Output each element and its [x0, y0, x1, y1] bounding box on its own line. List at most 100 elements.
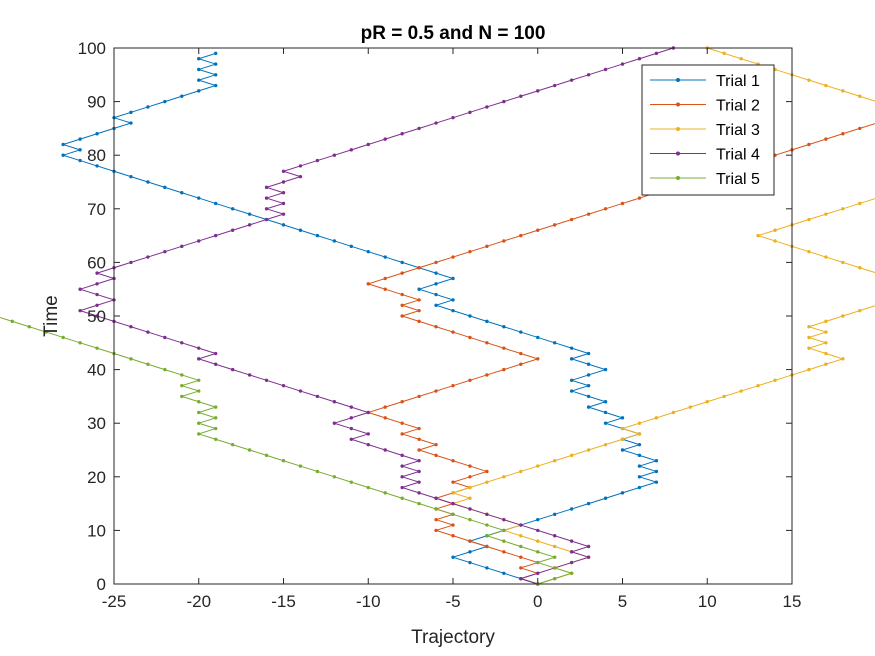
y-tick-label: 70 [87, 200, 106, 219]
data-point [569, 539, 574, 543]
data-point [603, 442, 608, 447]
data-point [586, 555, 591, 559]
data-point [468, 475, 472, 479]
data-point [400, 453, 404, 458]
data-point [569, 453, 574, 458]
data-point [637, 475, 642, 479]
data-point [214, 405, 218, 409]
data-point [214, 426, 218, 431]
data-point [197, 196, 201, 200]
data-point [637, 196, 642, 200]
data-point [841, 89, 845, 93]
data-point [807, 78, 811, 82]
data-point [180, 394, 184, 399]
data-point [620, 437, 625, 441]
data-point [586, 362, 591, 366]
y-tick-label: 50 [87, 307, 106, 326]
data-point [78, 158, 82, 163]
data-point [603, 496, 608, 500]
data-point [230, 207, 235, 211]
data-point [95, 164, 99, 168]
data-point [451, 491, 455, 495]
data-point [519, 351, 523, 356]
data-point [434, 496, 438, 500]
data-point [519, 544, 523, 549]
data-point [536, 539, 540, 543]
data-point [434, 528, 438, 533]
legend-label: Trial 2 [716, 98, 760, 115]
data-point [451, 276, 455, 281]
data-point [586, 212, 591, 216]
data-point [400, 485, 404, 490]
data-point [502, 539, 506, 543]
data-point [146, 180, 150, 184]
data-point [756, 383, 760, 388]
y-axis-label: Time [41, 295, 62, 337]
data-point [485, 319, 489, 324]
data-point [247, 448, 252, 452]
data-point [451, 383, 455, 388]
series-trial-4 [78, 46, 676, 586]
data-point [332, 400, 337, 404]
data-point [620, 426, 625, 431]
data-point [569, 357, 574, 361]
data-point [824, 341, 828, 345]
data-point [586, 405, 591, 409]
legend-entry: Trial 3 [650, 122, 760, 139]
data-point [61, 142, 65, 147]
x-tick-label: -5 [445, 592, 460, 611]
data-point [264, 217, 269, 222]
data-point [78, 287, 82, 291]
data-point [197, 67, 201, 72]
x-tick-label: 0 [533, 592, 542, 611]
data-point [264, 207, 269, 211]
data-point [620, 448, 625, 452]
chart-title: pR = 0.5 and N = 100 [361, 23, 546, 44]
series-line [61, 52, 659, 585]
x-tick-label: 10 [698, 592, 717, 611]
data-point [197, 389, 201, 393]
data-point [146, 105, 150, 109]
data-point [434, 517, 438, 522]
data-point [281, 459, 286, 463]
data-point [654, 469, 659, 474]
data-point [451, 255, 455, 259]
data-point [451, 523, 455, 527]
data-point [451, 555, 455, 559]
data-point [637, 421, 642, 425]
data-point [197, 57, 201, 61]
data-point [264, 196, 269, 200]
legend-marker [676, 151, 680, 156]
data-point [95, 346, 99, 350]
data-point [569, 389, 574, 393]
data-point [536, 228, 540, 232]
data-point [502, 239, 506, 243]
data-point [519, 555, 523, 559]
data-point [536, 89, 540, 93]
data-point [586, 351, 591, 356]
data-point [586, 544, 591, 549]
data-point [332, 239, 337, 243]
legend: Trial 1 Trial 2 Trial 3 Trial 4 Trial 5 [641, 64, 775, 196]
data-point [180, 191, 184, 195]
x-tick-label: 15 [783, 592, 802, 611]
data-point [451, 298, 455, 302]
data-point [247, 373, 252, 377]
data-point [214, 233, 218, 238]
data-point [383, 137, 387, 141]
data-point [536, 517, 540, 522]
data-point [417, 308, 421, 313]
data-point [451, 330, 455, 334]
data-point [417, 426, 421, 431]
data-point [654, 480, 659, 484]
data-point [400, 303, 404, 307]
data-point [569, 217, 574, 222]
data-point [78, 341, 82, 345]
x-tick-label: -25 [102, 592, 127, 611]
data-point [553, 459, 557, 463]
data-point [129, 121, 133, 125]
y-tick-label: 40 [87, 361, 106, 380]
series-layer [0, 46, 875, 586]
data-point [756, 233, 760, 238]
data-point [468, 496, 472, 500]
